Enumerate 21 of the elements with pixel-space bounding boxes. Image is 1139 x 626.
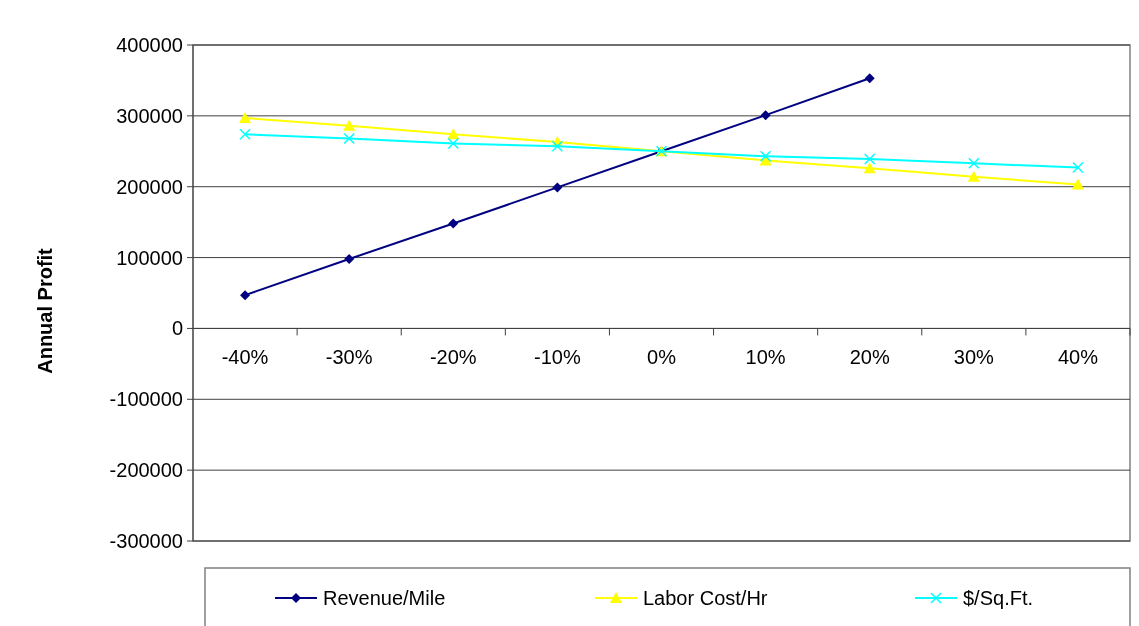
- y-tick-label: -300000: [109, 530, 183, 552]
- x-tick-label: 0%: [647, 346, 677, 369]
- x-tick-label: -10%: [534, 346, 581, 369]
- legend-label: $/Sq.Ft.: [963, 587, 1034, 609]
- x-tick-label: -40%: [221, 346, 269, 369]
- x-tick-label: -30%: [325, 346, 373, 369]
- y-tick-label: 400000: [116, 34, 183, 56]
- x-tick-label: -20%: [429, 346, 477, 369]
- y-tick-label: 300000: [116, 104, 183, 127]
- legend-label: Revenue/Mile: [323, 587, 446, 609]
- x-tick-label: 40%: [1057, 346, 1099, 369]
- y-axis-title: Annual Profit: [34, 247, 56, 374]
- y-tick-label: 100000: [116, 246, 183, 269]
- x-tick-label: 20%: [849, 346, 890, 369]
- y-tick-label: 200000: [116, 175, 183, 198]
- x-tick-label: 10%: [745, 346, 786, 369]
- y-tick-label: -100000: [109, 388, 183, 411]
- y-tick-label: 0: [171, 317, 183, 340]
- x-tick-label: 30%: [953, 346, 995, 369]
- y-tick-label: -200000: [109, 459, 183, 482]
- legend-label: Labor Cost/Hr: [643, 587, 768, 609]
